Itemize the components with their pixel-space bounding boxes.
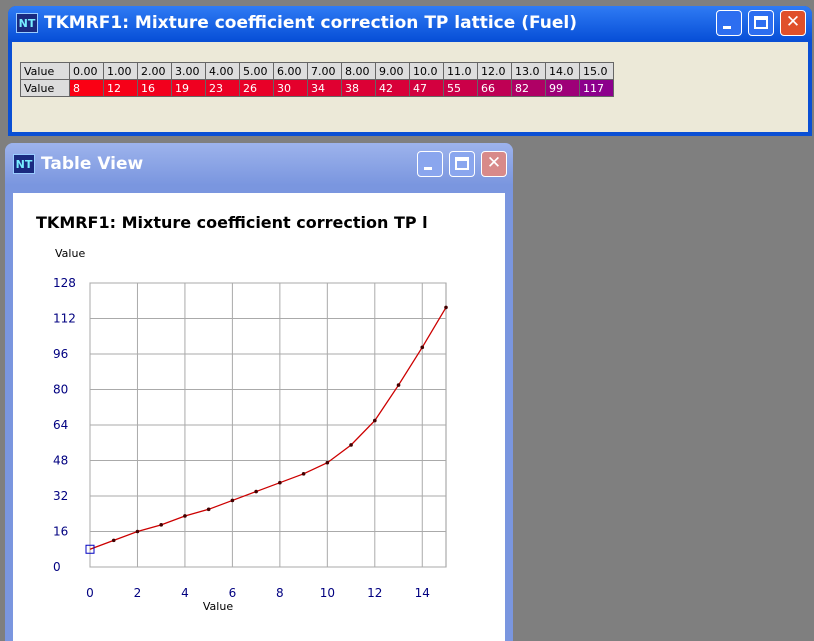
- data-point: [444, 305, 448, 310]
- chart: TKMRF1: Mixture coefficient correction T…: [13, 193, 505, 641]
- data-point: [349, 443, 353, 447]
- table-cell[interactable]: 12.0: [477, 62, 512, 80]
- minimize[interactable]: [716, 10, 742, 36]
- title-bar[interactable]: NT Table View: [5, 143, 513, 185]
- table-cell[interactable]: 2.00: [137, 62, 172, 80]
- data-point: [278, 480, 282, 485]
- data-point: [325, 460, 330, 465]
- data-point: [111, 538, 116, 543]
- table-cell[interactable]: 12: [103, 79, 138, 97]
- y-tick-label: 16: [53, 525, 68, 539]
- table-cell[interactable]: 47: [409, 79, 444, 97]
- x-tick-label: 6: [229, 586, 237, 600]
- table-cell[interactable]: 23: [205, 79, 240, 97]
- close[interactable]: [481, 151, 507, 177]
- data-point: [159, 523, 163, 527]
- maximize[interactable]: [748, 10, 774, 36]
- maximize[interactable]: [449, 151, 475, 177]
- table-cell[interactable]: Value: [20, 62, 70, 80]
- y-tick-label: 96: [53, 347, 68, 361]
- x-tick-label: 8: [276, 586, 284, 600]
- data-point: [254, 489, 258, 494]
- app-icon: NT: [13, 154, 35, 174]
- y-tick-label: 0: [53, 560, 61, 574]
- table-cell[interactable]: 117: [579, 79, 614, 97]
- table-cell[interactable]: 9.00: [375, 62, 410, 80]
- selected-point: [85, 544, 95, 554]
- y-tick-label: 112: [53, 312, 76, 326]
- table-cell[interactable]: 5.00: [239, 62, 274, 80]
- table-area: Value 0.00 1.00 2.00 3.00 4.00 5.00 6.00 7.00 8.0…: [12, 42, 808, 132]
- table-cell[interactable]: 1.00: [103, 62, 138, 80]
- data-point: [135, 529, 140, 534]
- data-point: [230, 498, 235, 503]
- minimize[interactable]: [417, 151, 443, 177]
- table-cell[interactable]: 13.0: [511, 62, 546, 80]
- y-tick-label: 48: [53, 454, 68, 468]
- x-tick-label: 12: [367, 586, 382, 600]
- title-bar[interactable]: NT TKMRF1: Mixture coefficient correctio…: [8, 6, 812, 40]
- table-cell[interactable]: 38: [341, 79, 376, 97]
- x-tick-label: 14: [415, 586, 430, 600]
- data-point: [396, 383, 401, 387]
- y-axis-label: Value: [55, 247, 85, 260]
- table-cell[interactable]: 66: [477, 79, 512, 97]
- y-tick-label: 32: [53, 489, 68, 503]
- table-cell[interactable]: 11.0: [443, 62, 478, 80]
- y-tick-label: 128: [53, 276, 76, 290]
- chart-title: TKMRF1: Mixture coefficient correction T…: [36, 213, 428, 232]
- chart-window[interactable]: NT Table View TKMRF1: Mixture coefficien…: [5, 143, 513, 641]
- table-cell[interactable]: 99: [545, 79, 580, 97]
- value-table: Value 0.00 1.00 2.00 3.00 4.00 5.00 6.00 7.00 8.0…: [20, 62, 614, 97]
- x-tick-label: 10: [320, 586, 335, 600]
- table-cell[interactable]: 6.00: [273, 62, 308, 80]
- table-cell[interactable]: 10.0: [409, 62, 444, 80]
- table-cell[interactable]: 3.00: [171, 62, 206, 80]
- data-point: [420, 345, 425, 350]
- table-cell[interactable]: 42: [375, 79, 410, 97]
- data-point: [183, 514, 187, 518]
- close[interactable]: [780, 10, 806, 36]
- table-cell[interactable]: 82: [511, 79, 546, 97]
- table-cell[interactable]: 7.00: [307, 62, 342, 80]
- table-cell[interactable]: 30: [273, 79, 308, 97]
- table-cell[interactable]: 55: [443, 79, 478, 97]
- window-title: Table View: [41, 154, 144, 174]
- data-point: [373, 418, 377, 423]
- table-cell[interactable]: 15.0: [579, 62, 614, 80]
- table-cell[interactable]: 19: [171, 79, 206, 97]
- window-title: TKMRF1: Mixture coefficient correction T…: [44, 13, 577, 33]
- table-cell[interactable]: 8.00: [341, 62, 376, 80]
- x-axis-label: Value: [203, 600, 233, 613]
- table-cell[interactable]: 14.0: [545, 62, 580, 80]
- table-cell[interactable]: 26: [239, 79, 274, 97]
- table-cell[interactable]: 34: [307, 79, 342, 97]
- table-cell[interactable]: 4.00: [205, 62, 240, 80]
- table-cell[interactable]: 16: [137, 79, 172, 97]
- data-point: [301, 472, 306, 476]
- y-tick-label: 64: [53, 418, 68, 432]
- table-cell[interactable]: 0.00: [69, 62, 104, 80]
- table-cell[interactable]: 8: [69, 79, 104, 97]
- table-cell[interactable]: Value: [20, 79, 70, 97]
- y-tick-label: 80: [53, 383, 68, 397]
- app-icon: NT: [16, 13, 38, 33]
- x-tick-label: 2: [134, 586, 142, 600]
- table-row: Value 0.00 1.00 2.00 3.00 4.00 5.00 6.00 7.00 8.0…: [20, 62, 614, 80]
- table-row: Value 8 12 16 19 23 26 30 34 38 42 47 55 66 82 99 117: [20, 79, 614, 97]
- x-tick-label: 0: [86, 586, 94, 600]
- data-line: [89, 307, 447, 550]
- table-window[interactable]: NT TKMRF1: Mixture coefficient correctio…: [8, 6, 812, 136]
- x-tick-label: 4: [181, 586, 189, 600]
- data-point: [206, 507, 211, 512]
